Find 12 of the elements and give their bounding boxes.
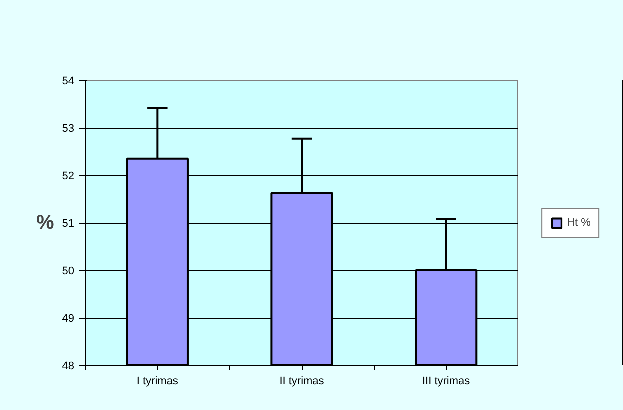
- legend-label: Ht %: [567, 216, 591, 228]
- y-axis-title: %: [36, 212, 54, 234]
- y-tick-label: 52: [62, 170, 75, 182]
- y-tick-label: 48: [62, 360, 75, 372]
- x-tick-label: II tyrimas: [280, 376, 325, 388]
- y-tick-label: 54: [62, 76, 75, 88]
- y-tick-label: 53: [62, 123, 75, 135]
- x-tick-label: III tyrimas: [422, 376, 471, 388]
- y-tick-label: 50: [62, 266, 75, 278]
- x-tick-label: I tyrimas: [136, 376, 179, 388]
- y-tick-label: 51: [62, 218, 75, 230]
- y-tick-label: 49: [62, 313, 75, 325]
